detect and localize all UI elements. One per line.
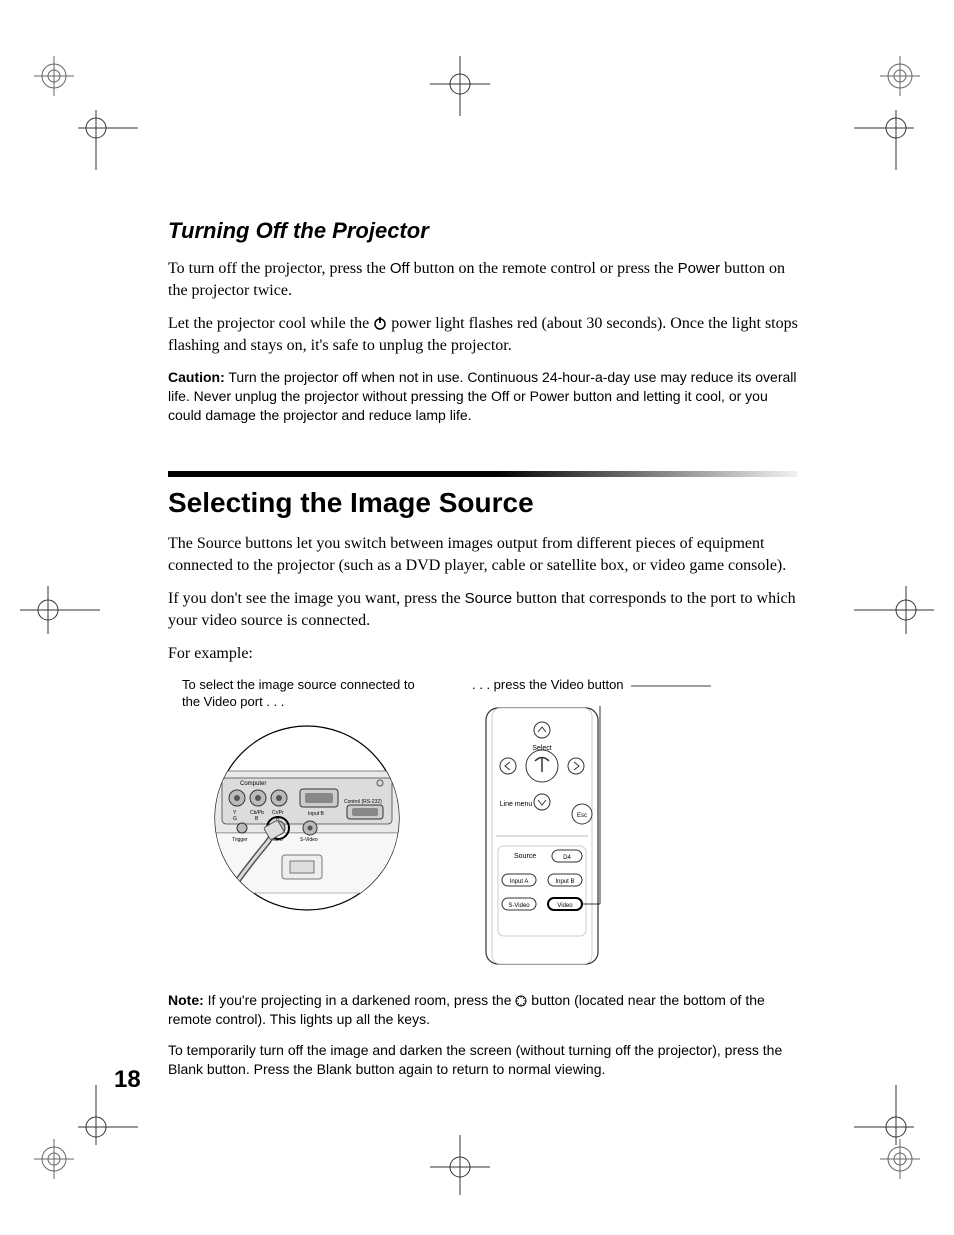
illumination-icon: [515, 995, 527, 1007]
reg-mark-bc: [430, 1135, 490, 1195]
reg-cross-tr: [854, 110, 914, 170]
para-6: To temporarily turn off the image and da…: [168, 1041, 798, 1079]
caution-block: Caution: Turn the projector off when not…: [168, 368, 798, 425]
leader-line: [631, 681, 711, 691]
svg-text:Select: Select: [532, 745, 552, 752]
text: button: [584, 677, 624, 692]
para-5: For example:: [168, 643, 798, 665]
figure-right-caption: . . . press the Video button: [472, 677, 762, 694]
reg-cross-tl: [78, 110, 138, 170]
figure-left: To select the image source connected to …: [182, 677, 432, 971]
source-label: Source: [465, 590, 513, 607]
heading-selecting-source: Selecting the Image Source: [168, 487, 798, 519]
reg-mark-tl: [34, 56, 74, 96]
reg-mark-bl: [34, 1139, 74, 1179]
text: button. Press the: [203, 1061, 317, 1077]
text: Let the projector cool while the: [168, 315, 373, 332]
reg-mark-br: [880, 1139, 920, 1179]
reg-cross-br: [854, 1085, 914, 1145]
svg-text:S-Video: S-Video: [508, 903, 530, 909]
power-icon: [373, 316, 387, 330]
svg-text:Control (RS-232): Control (RS-232): [344, 799, 382, 805]
svg-text:Source: Source: [514, 853, 536, 860]
reg-cross-mr: [854, 580, 934, 640]
text: button again to return to normal viewing…: [352, 1061, 606, 1077]
text: button on the remote control or press th…: [410, 260, 678, 277]
svg-text:Esc: Esc: [577, 813, 587, 819]
svg-text:Video: Video: [557, 903, 573, 909]
note-label: Note:: [168, 992, 204, 1008]
off-label: Off: [390, 260, 410, 277]
caution-text: Turn the projector off when not in use. …: [168, 369, 797, 423]
reg-cross-bl: [78, 1085, 138, 1145]
text: If you don't see the image you want, pre…: [168, 590, 465, 607]
video-label: Video: [551, 677, 584, 692]
reg-mark-tr: [880, 56, 920, 96]
note-block: Note: If you're projecting in a darkened…: [168, 991, 798, 1029]
text: To temporarily turn off the image and da…: [168, 1042, 782, 1058]
figure-left-caption: To select the image source connected to …: [182, 677, 432, 711]
blank-label-1: Blank: [168, 1061, 203, 1077]
svg-text:Trigger: Trigger: [232, 837, 248, 843]
ports-illustration: Computer Y Cb/Pb Cr/Pr G B R Input B: [182, 723, 432, 943]
text: To turn off the projector, press the: [168, 260, 390, 277]
section-divider: [168, 471, 798, 477]
para-1: To turn off the projector, press the Off…: [168, 258, 798, 301]
para-2: Let the projector cool while the power l…: [168, 313, 798, 356]
svg-text:S-Video: S-Video: [300, 837, 318, 843]
svg-text:Input B: Input B: [555, 879, 574, 885]
page-number: 18: [114, 1066, 141, 1094]
svg-text:Line menu: Line menu: [500, 801, 533, 808]
remote-illustration: Select Line menu Esc Source: [472, 706, 612, 966]
port-label-computer: Computer: [240, 781, 266, 787]
svg-text:Input A: Input A: [510, 879, 529, 885]
subheading-turning-off: Turning Off the Projector: [168, 218, 798, 244]
para-4: If you don't see the image you want, pre…: [168, 588, 798, 631]
svg-text:D4: D4: [563, 855, 571, 861]
blank-label-2: Blank: [317, 1061, 352, 1077]
figure-right: . . . press the Video button Select: [472, 677, 762, 971]
caution-label: Caution:: [168, 369, 225, 385]
reg-cross-ml: [20, 580, 100, 640]
para-3: The Source buttons let you switch betwee…: [168, 533, 798, 576]
page-content: Turning Off the Projector To turn off th…: [168, 218, 798, 1090]
svg-text:Input B: Input B: [308, 811, 325, 817]
svg-text:G: G: [233, 816, 237, 822]
reg-mark-tc: [430, 56, 490, 116]
note-text-a: If you're projecting in a darkened room,…: [204, 992, 516, 1008]
figure-row: To select the image source connected to …: [182, 677, 798, 971]
power-label: Power: [678, 260, 721, 277]
text: . . . press the: [472, 677, 551, 692]
